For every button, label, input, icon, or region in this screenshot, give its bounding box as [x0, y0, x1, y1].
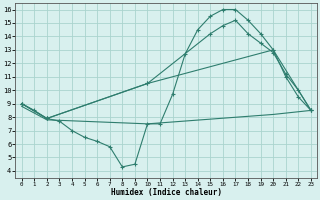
X-axis label: Humidex (Indice chaleur): Humidex (Indice chaleur)	[111, 188, 222, 197]
